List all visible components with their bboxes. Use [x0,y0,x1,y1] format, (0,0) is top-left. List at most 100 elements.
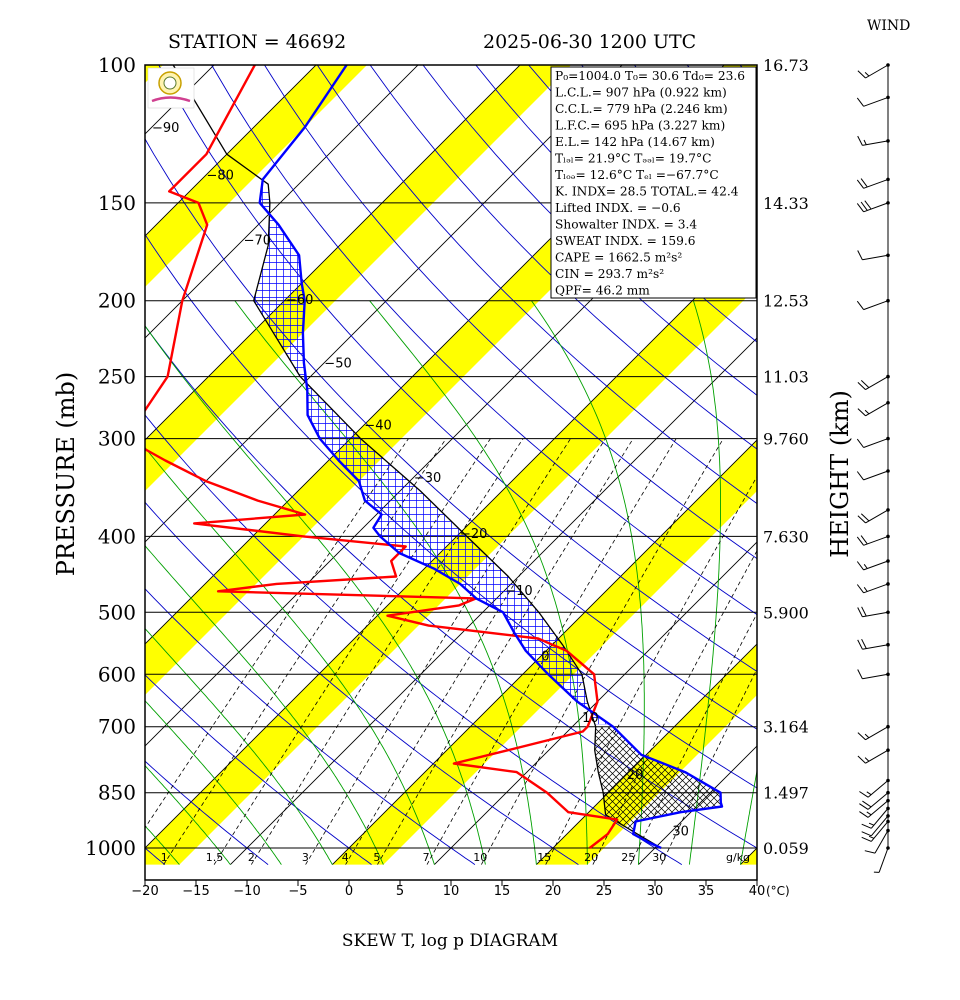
mixing-ratio-line [481,438,724,865]
isotherm-label: 0 [541,650,549,665]
mixing-ratio-label: 10 [473,851,487,864]
isotherm-label: −60 [286,293,313,308]
info-lfc: L.F.C.= 695 hPa (3.227 km) [555,119,725,133]
temp-tick-label: 10 [443,884,460,899]
temp-tick-label: −20 [131,884,158,899]
mixing-ratio-line [250,438,524,865]
dry-adiabat [145,414,683,865]
temp-tick-label: 0 [345,884,353,899]
wind-barb [856,559,890,571]
isotherm-label: −70 [244,233,271,248]
isotherm-line [145,235,757,849]
wind-barb [861,814,890,837]
moist-adiabat [145,545,384,865]
isotherm-label: 20 [627,768,644,783]
wind-barb [857,250,890,261]
info-lcl: L.C.L.= 907 hPa (0.922 km) [555,86,727,100]
pressure-tick-label: 150 [98,191,136,215]
mixing-ratio-label: 2 [248,851,255,864]
wind-barb [856,582,890,594]
station-title: STATION = 46692 [168,31,346,53]
datetime-title: 2025-06-30 1200 UTC [483,31,696,53]
wind-barb [873,846,890,873]
wind-barb [857,606,890,618]
wind-barb [856,298,890,311]
info-cape: CAPE = 1662.5 m²s² [555,251,682,265]
info-tlcl: Tₗₔₗ= 21.9°C Tₔₔₗ= 19.7°C [555,152,711,166]
info-el: E.L.= 142 hPa (14.67 km) [555,135,715,149]
cape-cin-areas [254,186,722,843]
footer-title: SKEW T, log p DIAGRAM [342,931,558,951]
wind-barb [861,806,890,829]
height-tick-label: 11.03 [763,368,809,387]
isotherm-label: −90 [152,121,179,136]
isotherm-label: 10 [582,711,599,726]
profile-lines [145,65,724,850]
mixing-ratio-labels: 0.7 1 1.5 2 3 4 5 7 10 15 20 25 30 [161,851,667,864]
cape-area [254,186,610,725]
wind-barb [856,95,890,107]
moist-adiabat [688,300,721,865]
isotherm-line [842,29,960,864]
isotherm-band [145,65,571,491]
height-axis: 16.73 14.33 12.53 11.03 9.760 7.630 5.900 3.164… [763,56,809,858]
pressure-tick-label: 300 [98,427,136,451]
isotherm-label: −80 [207,169,234,184]
height-tick-label: 12.53 [763,292,809,311]
info-ccl: C.C.L.= 779 hPa (2.246 km) [555,102,728,116]
isotherm-label: −30 [414,471,441,486]
dry-adiabat [145,760,269,865]
wind-profile [856,63,890,873]
mixing-ratio-label: 15 [537,851,551,864]
mixing-ratio-line [426,438,677,865]
pressure-tick-label: 250 [98,365,136,389]
stability-info-box: P₀=1004.0 T₀= 30.6 Td₀= 23.6 L.C.L.= 907 … [550,66,757,299]
wind-barb [856,436,890,448]
parcel-line [172,65,662,849]
info-showalter: Showalter INDX. = 3.4 [555,218,697,232]
mixing-ratio-label: 7 [423,851,430,864]
isotherm-line [145,65,317,237]
temperature-line [258,65,724,850]
height-tick-label: 5.900 [763,603,809,622]
isotherm-label: −10 [505,584,532,599]
mixing-ratio-line [592,549,757,865]
isotherm-line [332,439,757,865]
info-p0: P₀=1004.0 T₀= 30.6 Td₀= 23.6 [555,69,745,83]
wind-barb [857,724,890,741]
isotherm-band [944,29,960,864]
wind-label: WIND [867,18,910,34]
wind-barb [859,790,890,810]
temp-tick-label: −5 [288,884,307,899]
height-tick-label: 7.630 [763,527,809,546]
wind-barb [856,200,890,213]
temp-tick-label: 30 [647,884,664,899]
isotherm-label: −40 [364,419,391,434]
mixing-ratio-label: 4 [342,851,349,864]
wind-barb [857,374,890,391]
info-kindex: K. INDX= 28.5 TOTAL.= 42.4 [555,185,739,199]
pressure-tick-label: 850 [98,781,136,805]
wind-barb [857,508,890,524]
wind-barb [857,400,890,417]
isotherm-label: −20 [460,527,487,542]
pressure-axis: 100 150 200 250 300 400 500 600 700 850 1000 [85,53,136,860]
mixing-ratio-line [163,438,447,865]
mixing-ratio-line [345,438,606,865]
wind-barb [857,669,890,680]
temp-tick-label: 25 [596,884,613,899]
height-tick-label: 0.059 [763,839,809,858]
mixing-ratio-label: 5 [373,851,380,864]
isotherm-line [145,65,521,441]
mixing-ratio-line [545,475,757,865]
info-sweat: SWEAT INDX. = 159.6 [555,234,696,248]
height-tick-label: 9.760 [763,430,809,449]
height-tick-label: 1.497 [763,784,809,803]
info-cin: CIN = 293.7 m²s² [555,267,664,281]
mixing-ratio-label: 25 [621,851,635,864]
x-axis-unit: (°C) [766,884,790,898]
wind-barb [861,819,890,842]
wind-barb [856,534,890,546]
info-lifted: Lifted INDX. = −0.6 [555,201,681,215]
